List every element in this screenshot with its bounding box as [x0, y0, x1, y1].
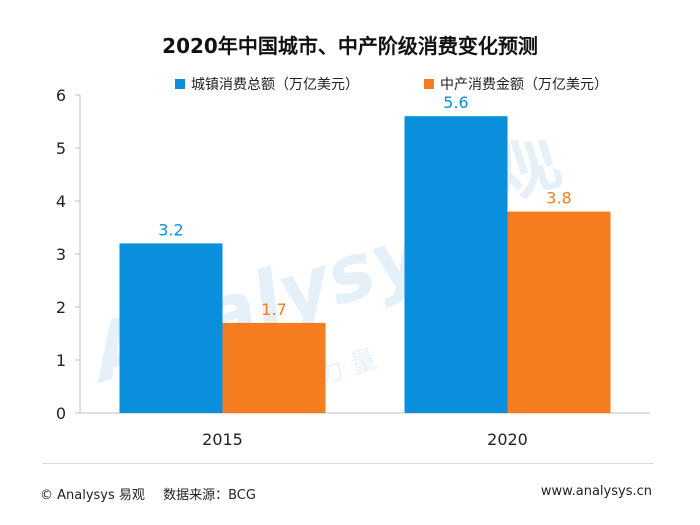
legend-swatch-urban: [175, 79, 185, 89]
chart-title: 2020年中国城市、中产阶级消费变化预测: [162, 34, 538, 58]
footer-left: © Analysys 易观 数据来源：BCG: [40, 484, 270, 503]
y-tick-label: 6: [56, 86, 66, 105]
legend-label-middle-class: 中产消费金额（万亿美元）: [440, 77, 608, 93]
bar-middle-class-2015: [222, 322, 326, 413]
x-tick-label: 2015: [202, 430, 243, 449]
footer-source: 数据来源：BCG: [163, 488, 256, 503]
y-tick-label: 3: [56, 245, 66, 264]
y-tick-label: 5: [56, 139, 66, 158]
legend-label-urban: 城镇消费总额（万亿美元）: [191, 77, 359, 93]
data-label: 3.2: [158, 220, 183, 239]
footer-copyright: © Analysys 易观: [40, 488, 145, 503]
y-tick-label: 0: [56, 404, 66, 423]
legend-item-middle-class: 中产消费金额（万亿美元）: [424, 74, 608, 94]
footer-divider: [42, 463, 654, 464]
legend: 城镇消费总额（万亿美元） 中产消费金额（万亿美元）: [0, 74, 700, 94]
y-tick-label: 1: [56, 351, 66, 370]
legend-swatch-middle-class: [424, 79, 434, 89]
legend-item-urban: 城镇消费总额（万亿美元）: [175, 74, 359, 94]
bar-middle-class-2020: [507, 211, 611, 413]
bar-urban-2015: [119, 243, 223, 413]
data-label: 5.6: [443, 93, 468, 112]
y-tick-label: 4: [56, 192, 66, 211]
footer-url: www.analysys.cn: [540, 484, 652, 499]
x-tick-label: 2020: [487, 430, 528, 449]
data-label: 1.7: [261, 300, 286, 319]
data-label: 3.8: [546, 189, 571, 208]
y-tick-label: 2: [56, 298, 66, 317]
bar-urban-2020: [404, 116, 508, 413]
